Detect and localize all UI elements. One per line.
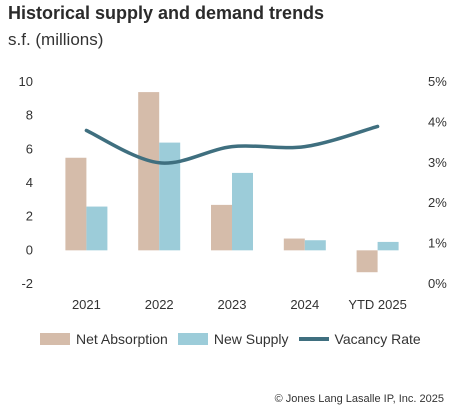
- line-vacancy-rate: [84, 124, 380, 165]
- legend-item-vacancy-rate: Vacancy Rate: [298, 331, 421, 347]
- legend-swatch-new-supply: [177, 333, 208, 345]
- legend-swatch-net-absorption: [40, 333, 70, 345]
- bar-new-supply: [304, 240, 326, 251]
- chart-legend: Net Absorption New Supply Vacancy Rate: [40, 331, 431, 347]
- left-axis-tick-label: 4: [26, 175, 33, 190]
- bar-new-supply: [159, 142, 181, 251]
- x-axis-tick-label: YTD 2025: [348, 297, 407, 312]
- bar-series: [65, 92, 399, 273]
- bar-net-absorption: [65, 157, 87, 251]
- legend-item-net-absorption: Net Absorption: [40, 331, 168, 347]
- legend-item-new-supply: New Supply: [177, 331, 289, 347]
- legend-swatch-vacancy-rate: [298, 337, 329, 341]
- x-axis-ticks: 2021 2022 2023 2024 YTD 2025: [72, 297, 407, 312]
- x-axis-tick-label: 2021: [72, 297, 101, 312]
- legend-label-new-supply: New Supply: [213, 331, 289, 347]
- bar-net-absorption: [356, 250, 378, 273]
- right-axis-tick-label: 0%: [428, 276, 447, 291]
- left-axis-ticks: 10 8 6 4 2 0 -2: [19, 74, 33, 291]
- copyright-notice: © Jones Lang Lasalle IP, Inc. 2025: [274, 393, 444, 405]
- left-axis-tick-label: 0: [26, 242, 33, 257]
- right-axis-ticks: 5% 4% 3% 2% 1% 0%: [428, 74, 447, 291]
- bar-new-supply: [232, 172, 253, 251]
- left-axis-tick-label: 8: [26, 108, 33, 123]
- bar-net-absorption: [138, 92, 160, 251]
- left-axis-tick-label: 6: [26, 141, 33, 156]
- right-axis-tick-label: 1%: [428, 236, 447, 251]
- bar-new-supply: [377, 241, 399, 251]
- x-axis-tick-label: 2023: [218, 297, 247, 312]
- bar-net-absorption: [211, 204, 232, 251]
- line-series: [84, 124, 380, 165]
- left-axis-tick-label: -2: [21, 276, 33, 291]
- left-axis-tick-label: 2: [26, 209, 33, 224]
- left-axis-tick-label: 10: [19, 74, 33, 89]
- right-axis-tick-label: 5%: [428, 74, 447, 89]
- right-axis-tick-label: 4%: [428, 114, 447, 129]
- right-axis-tick-label: 2%: [428, 195, 447, 210]
- legend-label-vacancy-rate: Vacancy Rate: [334, 331, 421, 347]
- supply-demand-chart: 10 8 6 4 2 0 -2 5% 4% 3% 2% 1% 0% 2021 2022 2023 2024 Y…: [19, 74, 448, 312]
- chart-title: Historical supply and demand trends: [8, 3, 325, 23]
- legend-label-net-absorption: Net Absorption: [76, 331, 168, 347]
- right-axis-tick-label: 3%: [428, 155, 447, 170]
- bar-new-supply: [86, 206, 108, 251]
- bar-net-absorption: [283, 238, 305, 251]
- x-axis-tick-label: 2022: [145, 297, 174, 312]
- chart-subtitle: s.f. (millions): [8, 30, 104, 49]
- x-axis-tick-label: 2024: [290, 297, 319, 312]
